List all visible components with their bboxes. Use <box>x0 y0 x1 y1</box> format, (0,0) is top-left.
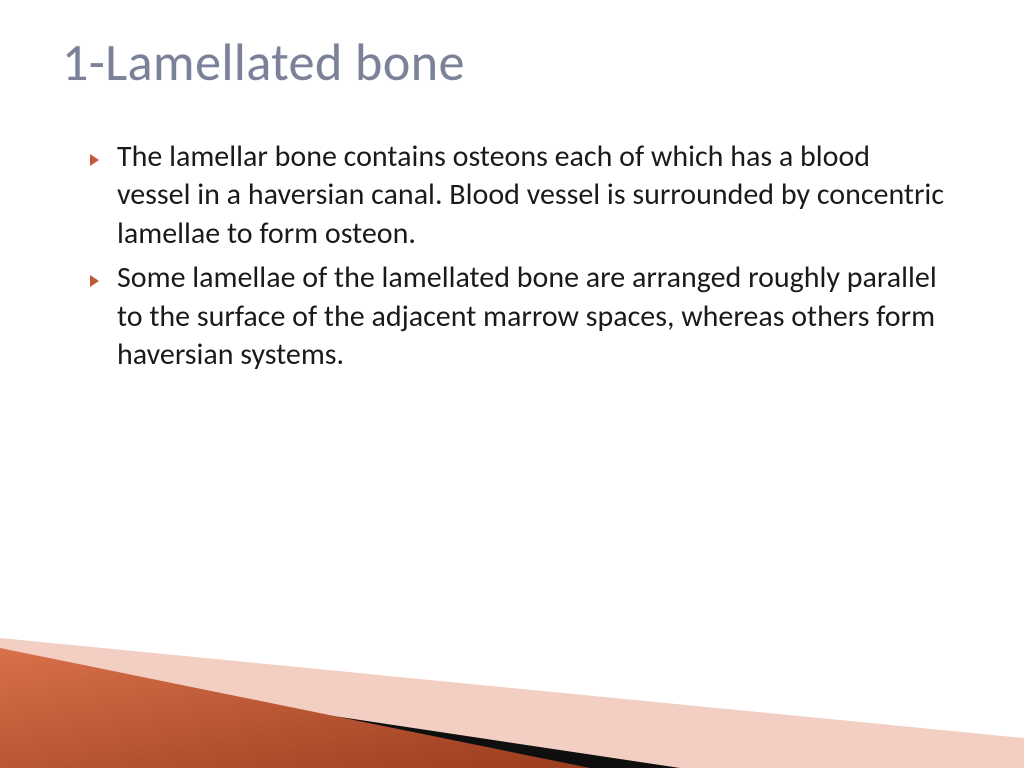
bullet-item: The lamellar bone contains osteons each … <box>90 138 950 253</box>
slide-title: 1-Lamellated bone <box>62 30 465 94</box>
bullet-item: Some lamellae of the lamellated bone are… <box>90 259 950 374</box>
decor-triangle-orange <box>0 648 590 768</box>
bullet-marker-icon <box>90 275 99 287</box>
bullet-text: Some lamellae of the lamellated bone are… <box>117 259 950 374</box>
bullet-marker-icon <box>90 154 99 166</box>
bullet-text: The lamellar bone contains osteons each … <box>117 138 950 253</box>
decor-triangle-light <box>0 638 1024 768</box>
decor-triangle-dark <box>0 666 680 768</box>
footer-decor <box>0 588 1024 768</box>
slide: 1-Lamellated bone The lamellar bone cont… <box>0 0 1024 768</box>
content-area: The lamellar bone contains osteons each … <box>90 138 950 380</box>
